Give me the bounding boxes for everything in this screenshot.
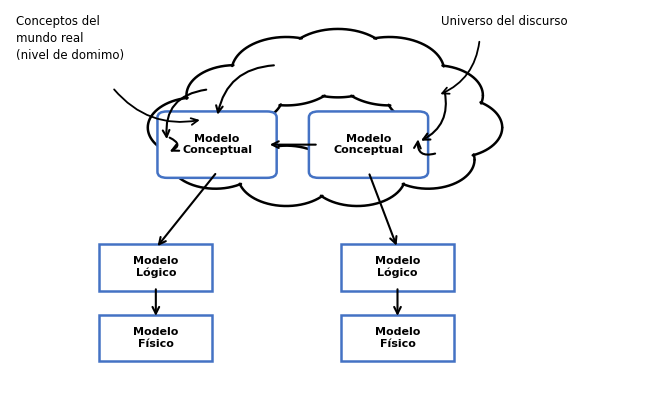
FancyBboxPatch shape	[99, 244, 212, 290]
Text: Modelo
Conceptual: Modelo Conceptual	[333, 134, 404, 155]
Circle shape	[231, 37, 341, 105]
FancyBboxPatch shape	[341, 244, 454, 290]
Text: Modelo
Físico: Modelo Físico	[133, 327, 179, 348]
Circle shape	[238, 146, 335, 206]
Circle shape	[148, 98, 244, 158]
Circle shape	[406, 98, 502, 158]
Circle shape	[386, 65, 483, 126]
FancyBboxPatch shape	[309, 111, 428, 178]
Text: Modelo
Lógico: Modelo Lógico	[375, 256, 420, 279]
Circle shape	[283, 29, 393, 98]
Circle shape	[335, 37, 444, 105]
Text: Conceptos del
mundo real
(nivel de domimo): Conceptos del mundo real (nivel de domim…	[16, 15, 124, 62]
Circle shape	[187, 65, 283, 126]
Circle shape	[382, 131, 474, 189]
FancyBboxPatch shape	[157, 111, 277, 178]
Text: Modelo
Conceptual: Modelo Conceptual	[182, 134, 252, 155]
Text: Modelo
Físico: Modelo Físico	[375, 327, 420, 348]
FancyBboxPatch shape	[341, 315, 454, 361]
Circle shape	[169, 131, 262, 189]
Circle shape	[309, 146, 406, 206]
Text: Modelo
Lógico: Modelo Lógico	[133, 256, 179, 279]
FancyBboxPatch shape	[99, 315, 212, 361]
Text: Universo del discurso: Universo del discurso	[441, 15, 567, 28]
